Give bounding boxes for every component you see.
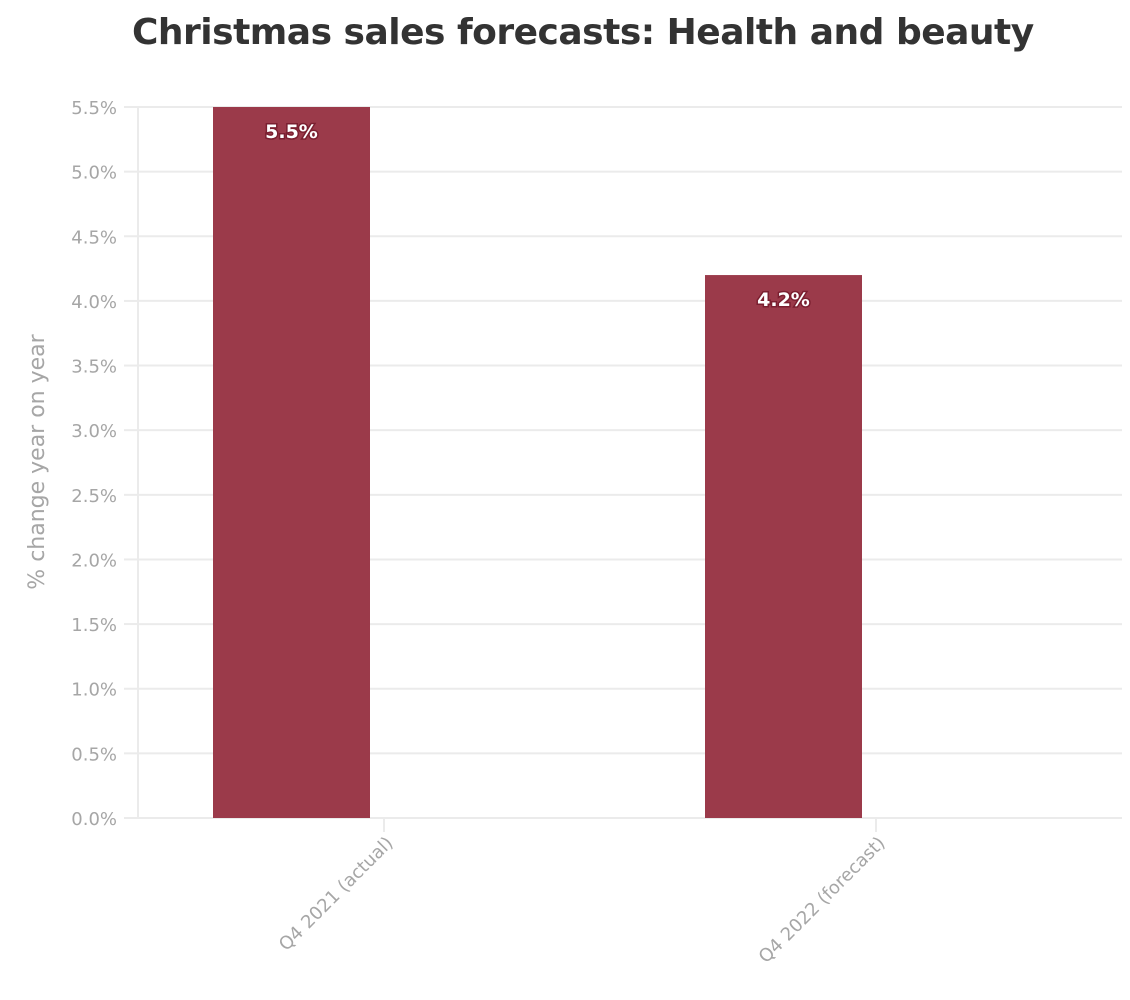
bar-data-label: 5.5% (265, 121, 318, 143)
y-tick-label: 2.0% (71, 550, 117, 571)
x-tick-label: Q4 2021 (actual) (275, 833, 398, 956)
y-axis-title: % change year on year (25, 333, 50, 589)
bar-data-label: 4.2% (757, 289, 810, 311)
y-tick-label: 1.0% (71, 680, 117, 701)
bar (213, 107, 370, 818)
y-tick-label: 1.5% (71, 615, 117, 636)
y-tick-label: 4.0% (71, 292, 117, 313)
y-tick-label: 5.5% (71, 98, 117, 119)
y-tick-label: 3.5% (71, 357, 117, 378)
y-tick-label: 4.5% (71, 227, 117, 248)
x-tick-label: Q4 2022 (forecast) (755, 833, 890, 968)
x-axis-ticks: Q4 2021 (actual) Q4 2022 (forecast) (275, 818, 890, 968)
chart-title: Christmas sales forecasts: Health and be… (132, 12, 1034, 53)
bars: 5.5% 4.2% (213, 107, 862, 818)
bar (705, 275, 862, 818)
y-tick-label: 3.0% (71, 421, 117, 442)
y-tick-label: 0.5% (71, 744, 117, 765)
y-axis-ticks: 0.0% 0.5% 1.0% 1.5% 2.0% 2.5% 3.0% 3.5% 4.0% 4.5%… (71, 98, 117, 830)
y-tick-label: 2.5% (71, 486, 117, 507)
y-tick-label: 5.0% (71, 163, 117, 184)
y-tick-label: 0.0% (71, 809, 117, 830)
